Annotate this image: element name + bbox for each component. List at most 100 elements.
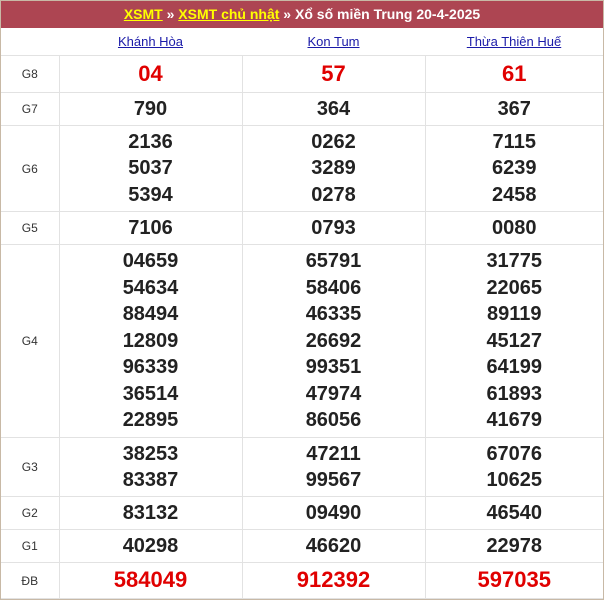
prize-number: 10625 [486, 469, 543, 491]
province-header-row: Khánh Hòa Kon Tum Thừa Thiên Huế [1, 28, 603, 56]
prize-number: 0262 [311, 130, 356, 153]
prize-cell: 46540 [424, 496, 603, 530]
prize-number: 61 [502, 60, 527, 86]
prize-row-g1: G1 40298 46620 22978 [1, 529, 603, 563]
prize-row-g8: G8 04 57 61 [1, 55, 603, 93]
prize-label: ĐB [1, 562, 60, 599]
prize-cell: 65791 58406 46335 26692 99351 47974 86056 [241, 244, 426, 438]
prize-cell: 83132 [58, 496, 243, 530]
province-link[interactable]: Khánh Hòa [117, 33, 184, 49]
prize-number: 31775 [486, 250, 543, 273]
prize-cell: 367 [424, 92, 603, 126]
prize-number: 67076 [486, 442, 543, 465]
prize-cell: 7106 [58, 211, 243, 245]
prize-number: 88494 [122, 303, 179, 326]
prize-number: 45127 [486, 329, 543, 352]
prize-number: 6239 [492, 157, 537, 180]
prize-cell: 7115 6239 2458 [424, 125, 603, 212]
page-title: XSMT » XSMT chủ nhật » Xổ số miền Trung … [1, 1, 603, 28]
prize-number: 7106 [128, 216, 173, 239]
prize-cell: 38253 83387 [58, 437, 243, 497]
prize-number: 2458 [492, 183, 537, 206]
prize-cell: 31775 22065 89119 45127 64199 61893 41679 [424, 244, 603, 438]
prize-label: G4 [1, 244, 60, 438]
prize-number: 912392 [296, 567, 371, 593]
prize-number: 96339 [122, 356, 179, 379]
prize-row-g2: G2 83132 09490 46540 [1, 496, 603, 530]
prize-row-g6: G6 2136 5037 5394 0262 3289 0278 7115 6239 2458 [1, 125, 603, 212]
prize-cell: 0080 [424, 211, 603, 245]
prize-cell: 2136 5037 5394 [58, 125, 243, 212]
prize-cell: 09490 [241, 496, 426, 530]
prize-number: 40298 [122, 534, 179, 557]
prize-cell: 04659 54634 88494 12809 96339 36514 22895 [58, 244, 243, 438]
prize-number: 0793 [311, 216, 356, 239]
prize-cell: 790 [58, 92, 243, 126]
prize-number: 5394 [128, 183, 173, 206]
prize-number: 04659 [122, 250, 179, 273]
prize-number: 64199 [486, 356, 543, 379]
prize-number: 47211 [306, 442, 361, 465]
prize-number: 61893 [486, 382, 543, 405]
prize-number: 597035 [477, 567, 551, 593]
prize-number: 790 [133, 97, 168, 120]
prize-number: 46540 [486, 501, 543, 524]
prize-cell: 912392 [241, 562, 426, 599]
prize-number: 65791 [305, 250, 362, 273]
prize-number: 12809 [122, 329, 179, 352]
breadcrumb-separator: » [162, 6, 179, 22]
province-link[interactable]: Kon Tum [307, 33, 360, 49]
title-text: Xổ số miền Trung 20-4-2025 [295, 6, 481, 22]
prize-row-g5: G5 7106 0793 0080 [1, 211, 603, 245]
prize-label: G1 [1, 529, 60, 563]
prize-label: G8 [1, 55, 60, 93]
prize-number: 83387 [122, 469, 179, 491]
prize-label: G5 [1, 211, 60, 245]
prize-cell: 61 [424, 55, 603, 93]
prize-cell: 0262 3289 0278 [241, 125, 426, 212]
prize-number: 38253 [122, 442, 179, 465]
prize-number: 584049 [113, 567, 188, 593]
prize-cell: 364 [241, 92, 426, 126]
prize-row-đb: ĐB 584049 912392 597035 [1, 562, 603, 599]
prize-cell: 67076 10625 [424, 437, 603, 497]
prize-number: 86056 [305, 409, 362, 432]
prize-cell: 0793 [241, 211, 426, 245]
prize-number: 364 [316, 97, 351, 120]
prize-cell: 584049 [58, 562, 243, 599]
prize-number: 46335 [305, 303, 362, 326]
prize-cell: 57 [241, 55, 426, 93]
prize-number: 7115 [492, 130, 536, 153]
prize-number: 5037 [128, 157, 173, 180]
prize-label: G7 [1, 92, 60, 126]
prize-number: 99567 [305, 469, 362, 491]
prize-label: G3 [1, 437, 60, 497]
prize-number: 04 [138, 60, 163, 86]
prize-number: 09490 [305, 501, 362, 524]
prize-cell: 47211 99567 [241, 437, 426, 497]
prize-cell: 40298 [58, 529, 243, 563]
prize-number: 36514 [122, 382, 179, 405]
prize-number: 41679 [486, 409, 543, 432]
prize-number: 83132 [122, 501, 179, 524]
prize-number: 22065 [486, 276, 543, 299]
prize-number: 0278 [311, 183, 356, 206]
results-table: Khánh Hòa Kon Tum Thừa Thiên Huế G8 04 57 6… [1, 28, 603, 599]
prize-number: 3289 [311, 157, 356, 180]
prize-cell: 22978 [424, 529, 603, 563]
prize-label: G6 [1, 125, 60, 212]
prize-number: 2136 [128, 130, 173, 153]
province-link[interactable]: Thừa Thiên Huế [466, 33, 562, 49]
prize-number: 22895 [122, 409, 179, 432]
prize-number: 57 [321, 60, 346, 86]
prize-label: G2 [1, 496, 60, 530]
xsmt-sunday-link[interactable]: XSMT chủ nhật [178, 6, 280, 22]
prize-cell: 04 [58, 55, 243, 93]
xsmt-link[interactable]: XSMT [123, 6, 163, 22]
prize-number: 0080 [492, 216, 537, 239]
prize-row-g7: G7 790 364 367 [1, 92, 603, 126]
prize-cell: 46620 [241, 529, 426, 563]
prize-number: 58406 [305, 276, 362, 299]
prize-row-g4: G4 04659 54634 88494 12809 96339 36514 22895 657… [1, 244, 603, 438]
